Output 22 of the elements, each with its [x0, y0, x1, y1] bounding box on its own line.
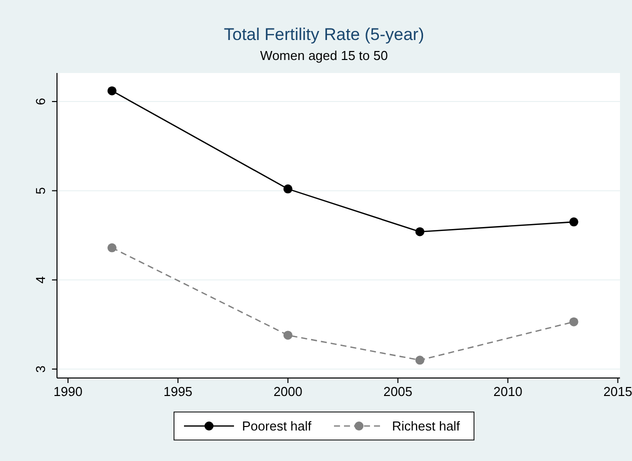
point [283, 330, 292, 340]
chart-title: Total Fertility Rate (5-year) [224, 25, 424, 44]
x-tick-label: 2010 [493, 384, 522, 399]
point [569, 317, 578, 326]
legend-label: Poorest half [242, 418, 312, 434]
point [283, 184, 292, 194]
y-tick-label: 6 [33, 98, 48, 106]
y-tick-label: 3 [33, 365, 48, 373]
chart-subtitle: Women aged 15 to 50 [260, 48, 388, 63]
legend-label: Richest half [392, 418, 460, 434]
x-tick-label: 2005 [383, 384, 412, 399]
point [415, 356, 424, 365]
y-tick-label: 5 [33, 187, 48, 194]
point [107, 243, 116, 252]
x-tick-label: 1990 [54, 384, 82, 399]
x-tick-label: 2015 [603, 384, 632, 399]
point [107, 86, 116, 96]
point [569, 217, 578, 226]
x-tick-label: 2000 [273, 384, 302, 399]
x-tick-label: 1995 [163, 384, 192, 399]
y-tick-label: 4 [33, 276, 48, 284]
point [415, 227, 424, 236]
